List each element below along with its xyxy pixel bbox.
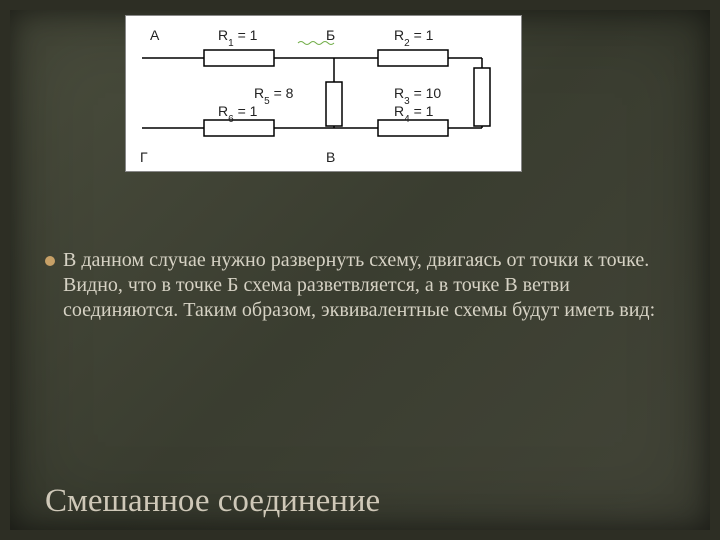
node-g-label: Г [140, 149, 148, 165]
resistor-r1 [204, 50, 274, 66]
circuit-svg: А Б Г В R1 = 1 R2 = 1 R3 = 10 R4 = 1 R5 … [126, 16, 521, 171]
resistor-r5 [326, 82, 342, 126]
r5-label: R5 = 8 [254, 85, 294, 107]
resistor-r2 [378, 50, 448, 66]
body-text: В данном случае нужно развернуть схему, … [63, 248, 675, 323]
body-paragraph: В данном случае нужно развернуть схему, … [45, 248, 675, 323]
node-v-label: В [326, 149, 335, 165]
slide-title: Смешанное соединение [45, 483, 380, 520]
resistor-r4 [378, 120, 448, 136]
bullet-icon [45, 256, 55, 266]
slide-surface: А Б Г В R1 = 1 R2 = 1 R3 = 10 R4 = 1 R5 … [0, 0, 720, 540]
r2-label: R2 = 1 [394, 27, 434, 49]
node-a-label: А [150, 27, 160, 43]
resistor-r6 [204, 120, 274, 136]
node-b-label: Б [326, 27, 335, 43]
r1-label: R1 = 1 [218, 27, 258, 49]
circuit-diagram: А Б Г В R1 = 1 R2 = 1 R3 = 10 R4 = 1 R5 … [125, 15, 522, 172]
resistor-r3 [474, 68, 490, 126]
